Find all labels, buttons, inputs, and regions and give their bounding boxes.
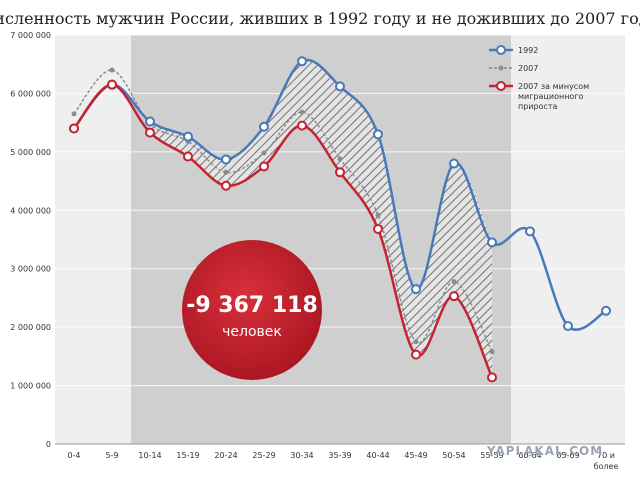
x-tick-label: 35-39 (328, 451, 351, 460)
data-point (145, 116, 155, 127)
data-point (69, 123, 79, 134)
y-tick-label: 2 000 000 (10, 323, 51, 332)
y-tick-label: 1 000 000 (10, 382, 51, 391)
legend-label-line: прироста (518, 102, 558, 111)
x-tick-label: 45-49 (404, 451, 427, 460)
data-point (221, 180, 231, 191)
data-point (487, 372, 497, 383)
data-point (375, 212, 381, 218)
x-tick-label: 70 и (597, 451, 615, 460)
watermark: YAPLAKAL.COM (486, 444, 603, 458)
data-point (411, 349, 421, 360)
x-tick-label: 65-69 (556, 451, 579, 460)
data-point (221, 154, 231, 165)
data-point (373, 129, 383, 140)
data-point (297, 56, 307, 67)
data-point (489, 349, 495, 355)
series-line-0 (73, 58, 607, 331)
data-point (373, 223, 383, 234)
data-point (525, 226, 535, 237)
legend-label-line: миграционного (518, 92, 584, 101)
legend-item-1992: 1992 (489, 45, 538, 55)
x-tick-label: 20-24 (214, 451, 237, 460)
y-tick-label: 0 (46, 440, 51, 449)
data-point (563, 320, 573, 331)
y-tick-label: 6 000 000 (10, 89, 51, 98)
badge-unit: человек (222, 324, 282, 340)
legend-label: 2007 за минусом миграционного прироста (518, 82, 589, 111)
legend-label: 1992 (518, 46, 538, 55)
x-tick-label: 25-29 (252, 451, 275, 460)
x-tick-label: 60-64 (518, 451, 541, 460)
data-point (259, 161, 269, 172)
data-point (297, 120, 307, 131)
y-tick-label: 5 000 000 (10, 148, 51, 157)
data-point (259, 121, 269, 132)
y-axis: 0 1 000 000 2 000 000 3 000 000 4 000 000 5 0… (10, 31, 51, 449)
data-point (411, 284, 421, 295)
data-point (109, 67, 115, 73)
y-tick-label: 3 000 000 (10, 265, 51, 274)
difference-hatched-area (150, 59, 492, 378)
data-point (335, 167, 345, 178)
x-tick-label: 0-4 (67, 451, 80, 460)
data-point (183, 151, 193, 162)
badge-value: -9 367 118 (186, 293, 318, 318)
data-point (299, 109, 305, 115)
x-tick-label: 5-9 (105, 451, 118, 460)
legend-label: 2007 (518, 64, 538, 73)
legend-label-line: 2007 за минусом (518, 82, 589, 91)
x-tick-label: 55-59 (480, 451, 503, 460)
y-tick-label: 4 000 000 (10, 206, 51, 215)
x-axis: 0-4 5-9 10-14 15-19 20-24 25-29 30-34 35-39 40-4… (55, 443, 625, 471)
series-points (69, 56, 611, 383)
data-point (449, 291, 459, 302)
data-point (451, 279, 457, 285)
data-point (487, 237, 497, 248)
x-tick-label: более (594, 462, 619, 471)
data-point (145, 127, 155, 138)
legend-item-2007-migration: 2007 за минусом миграционного прироста (489, 81, 589, 111)
data-point (71, 111, 77, 117)
legend-item-2007: 2007 (489, 64, 538, 73)
x-tick-label: 15-19 (176, 451, 199, 460)
data-point (223, 169, 229, 175)
data-point (449, 158, 459, 169)
data-point (601, 305, 611, 316)
x-tick-label: 50-54 (442, 451, 465, 460)
y-tick-label: 7 000 000 (10, 31, 51, 40)
data-point (413, 339, 419, 345)
data-point (335, 81, 345, 92)
data-point (107, 79, 117, 90)
badge-circle (182, 240, 322, 380)
total-loss-badge: -9 367 118 человек (182, 240, 322, 380)
data-point (337, 156, 343, 162)
data-point (183, 131, 193, 142)
x-tick-label: 40-44 (366, 451, 389, 460)
chart-title: Численность мужчин России, живших в 1992… (0, 9, 640, 28)
data-point (261, 150, 267, 156)
x-tick-label: 30-34 (290, 451, 313, 460)
x-tick-label: 10-14 (138, 451, 161, 460)
hatched-difference (150, 59, 492, 378)
legend: 1992 2007 2007 за минусом миграционного пр… (489, 45, 589, 111)
